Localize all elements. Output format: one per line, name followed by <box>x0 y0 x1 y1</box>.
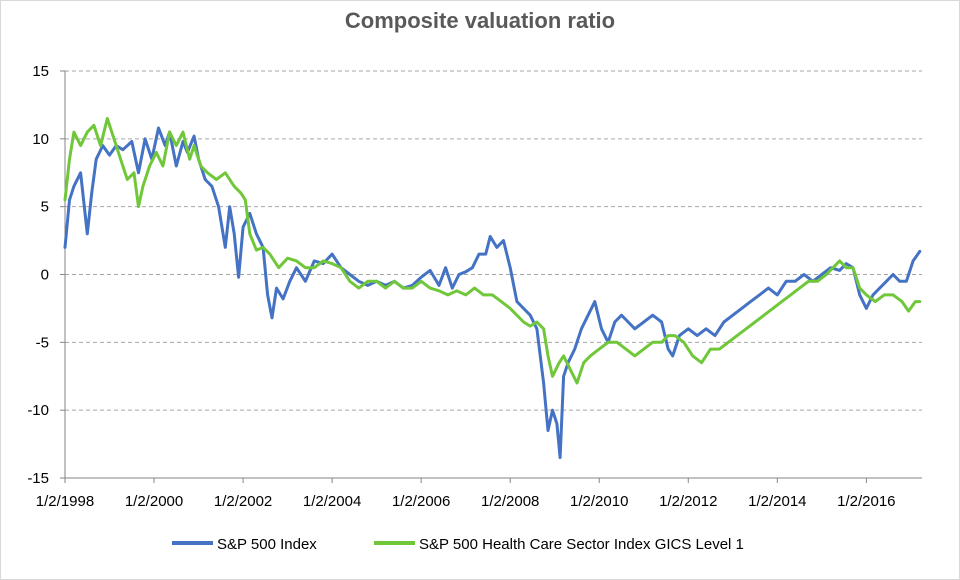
y-tick-label: 0 <box>41 267 49 284</box>
x-tick-label: 1/2/2002 <box>214 493 272 510</box>
y-tick-labels: 15 10 5 0 -5 -10 -15 <box>27 63 49 487</box>
y-tick-label: 10 <box>32 131 49 148</box>
y-tick-label: -5 <box>36 334 49 351</box>
series-line-health-care <box>63 117 922 385</box>
y-tick-label: 5 <box>41 199 49 216</box>
legend-label-health-care: S&P 500 Health Care Sector Index GICS Le… <box>419 536 744 553</box>
legend-label-sp500: S&P 500 Index <box>217 536 317 553</box>
y-tick-label: -10 <box>27 402 49 419</box>
chart-title: Composite valuation ratio <box>344 8 616 33</box>
y-tick-label: 15 <box>32 63 49 80</box>
series-lines <box>63 117 922 460</box>
grid <box>60 70 922 479</box>
x-tick-label: 1/2/2000 <box>125 493 183 510</box>
x-tick-label: 1/2/2016 <box>837 493 895 510</box>
legend: S&P 500 Index S&P 500 Health Care Sector… <box>172 536 744 553</box>
x-tick-label: 1/2/2004 <box>303 493 361 510</box>
x-tick-label: 1/2/2008 <box>481 493 539 510</box>
x-tick-label: 1/2/2010 <box>570 493 628 510</box>
x-tick-label: 1/2/2014 <box>748 493 806 510</box>
y-tick-label: -15 <box>27 470 49 487</box>
x-tick-labels: 1/2/1998 1/2/2000 1/2/2002 1/2/2004 1/2/2006… <box>36 478 896 510</box>
x-tick-label: 1/2/1998 <box>36 493 94 510</box>
series-line-sp500 <box>63 126 922 460</box>
x-tick-label: 1/2/2012 <box>659 493 717 510</box>
x-tick-label: 1/2/2006 <box>392 493 450 510</box>
